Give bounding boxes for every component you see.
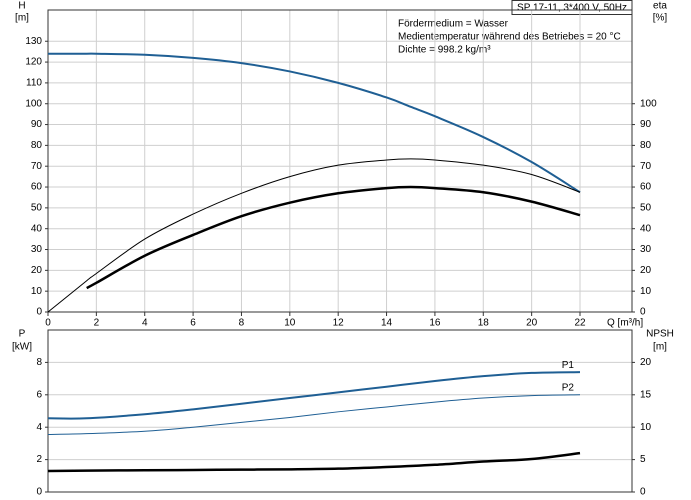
y-tick-label: 100 (25, 98, 42, 109)
annotation: Medientemperatur während des Betriebes =… (398, 32, 621, 43)
y-tick-label: 40 (31, 223, 43, 234)
x-tick-label: 0 (45, 318, 51, 329)
y-tick-label: 4 (36, 422, 42, 433)
y-tick-label: 6 (36, 389, 42, 400)
series-label: P2 (562, 382, 575, 393)
y-tick-label: 8 (36, 357, 42, 368)
y2-axis-unit: [%] (653, 13, 668, 24)
y-tick-label: 20 (31, 265, 43, 276)
y-tick-label: 0 (36, 487, 42, 498)
y-tick-label: 120 (25, 57, 42, 68)
x-tick-label: 12 (333, 318, 345, 329)
series-line (47, 371, 581, 420)
x-tick-label: 18 (478, 318, 490, 329)
y2-axis-label: NPSH (646, 329, 674, 340)
series-line (86, 185, 581, 290)
y2-tick-label: 0 (640, 307, 646, 318)
y2-tick-label: 40 (640, 223, 652, 234)
x-tick-label: 14 (381, 318, 393, 329)
plot-frame (47, 9, 633, 313)
y-tick-label: 10 (31, 286, 43, 297)
y2-tick-label: 30 (640, 244, 652, 255)
y-tick-label: 70 (31, 161, 43, 172)
y-tick-label: 90 (31, 119, 43, 130)
y-axis-label: H (18, 1, 25, 12)
y2-tick-label: 10 (640, 422, 652, 433)
plot-frame (47, 329, 633, 493)
y2-axis-label: eta (653, 1, 667, 12)
y-tick-label: 2 (36, 454, 42, 465)
y2-tick-label: 60 (640, 182, 652, 193)
y-tick-label: 0 (36, 307, 42, 318)
y-axis-unit: [m] (15, 13, 29, 24)
y-tick-label: 80 (31, 140, 43, 151)
y2-tick-label: 0 (640, 487, 646, 498)
annotation: Dichte = 998.2 kg/m³ (398, 45, 491, 56)
series-line (48, 52, 581, 194)
x-tick-label: 10 (284, 318, 296, 329)
y2-tick-label: 10 (640, 286, 652, 297)
y-axis-label: P (19, 329, 26, 340)
y2-tick-label: 100 (640, 98, 657, 109)
y-tick-label: 50 (31, 203, 43, 214)
y2-tick-label: 70 (640, 161, 652, 172)
y-tick-label: 110 (26, 78, 42, 89)
y2-tick-label: 15 (640, 389, 652, 400)
y2-tick-label: 20 (640, 265, 652, 276)
y-tick-label: 60 (31, 182, 43, 193)
x-tick-label: 22 (574, 318, 586, 329)
x-tick-label: 8 (239, 318, 245, 329)
x-tick-label: 6 (190, 318, 196, 329)
x-tick-label: 2 (94, 318, 100, 329)
x-tick-label: 4 (142, 318, 148, 329)
x-axis-label: Q [m³/h] (607, 318, 643, 329)
annotation: Fördermedium = Wasser (398, 19, 509, 30)
y-tick-label: 130 (25, 36, 42, 47)
series-line (47, 451, 581, 473)
series-label: P1 (562, 360, 575, 371)
series-line (47, 394, 581, 435)
title-box (511, 0, 633, 15)
y2-tick-label: 80 (640, 140, 652, 151)
y2-tick-label: 50 (640, 203, 652, 214)
x-tick-label: 16 (429, 318, 441, 329)
y-axis-unit: [kW] (12, 342, 32, 353)
series-line (47, 158, 581, 313)
y2-axis-unit: [m] (653, 342, 667, 353)
y2-tick-label: 5 (640, 454, 646, 465)
y2-tick-label: 90 (640, 119, 652, 130)
y-tick-label: 30 (31, 244, 43, 255)
x-tick-label: 20 (526, 318, 538, 329)
chart-title: SP 17-11, 3*400 V, 50Hz (517, 3, 627, 14)
y2-tick-label: 20 (640, 357, 652, 368)
